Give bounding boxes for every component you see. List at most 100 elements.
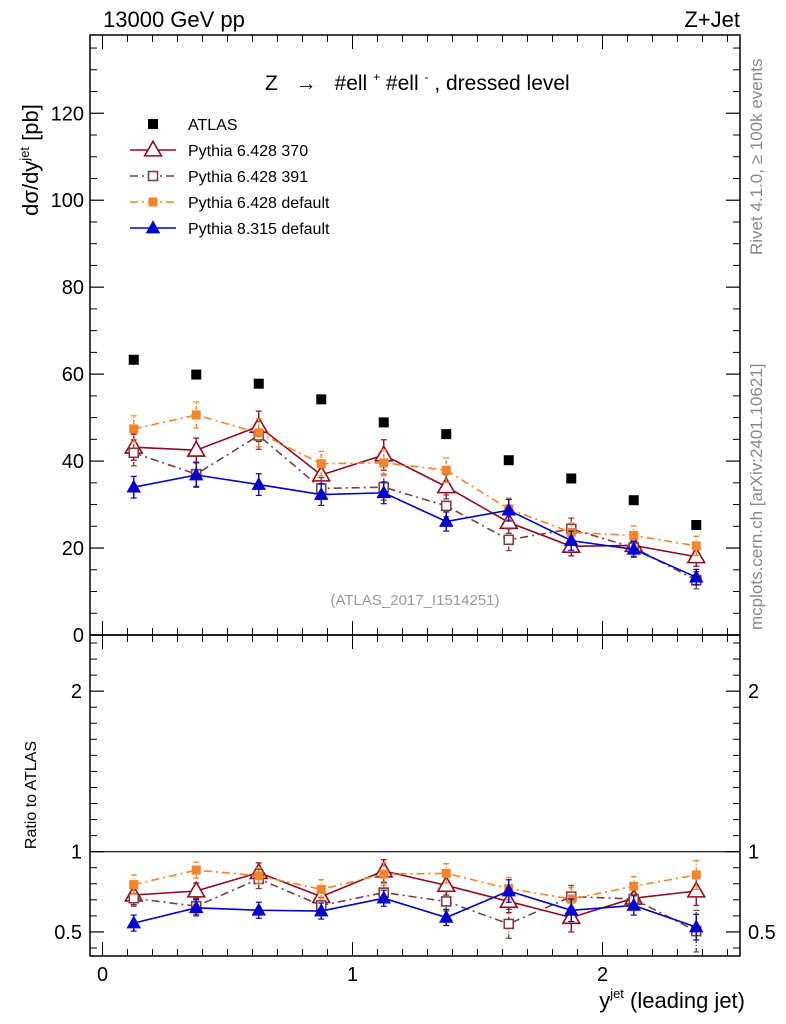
ratio-ytick-label: 0.5 — [54, 922, 82, 944]
main-point-pythia-8-315-default — [126, 479, 142, 493]
main-point-pythia-8-315-default — [626, 541, 642, 555]
ratio-point-pythia-6-428-391 — [128, 892, 140, 904]
main-point-pythia-6-428-391 — [440, 500, 452, 512]
mcplots-label: mcplots.cern.ch [arXiv:2401.10621] — [747, 364, 766, 630]
title-arrow: → — [296, 72, 317, 95]
ratio-xtick-label: 2 — [597, 964, 608, 986]
legend-label-pythia-8-315-default: Pythia 8.315 default — [188, 221, 330, 238]
main-point-pythia-6-428-391 — [128, 447, 140, 459]
main-series-layer — [123, 354, 707, 590]
ratio-point-pythia-8-315-default — [438, 909, 454, 923]
main-point-pythia-8-315-default — [313, 486, 329, 500]
main-point-pythia-8-315-default — [563, 532, 579, 546]
ratio-point-pythia-6-428-370 — [186, 880, 207, 898]
main-point-pythia-8-315-default — [251, 476, 267, 490]
ratio-plot-frame — [89, 634, 741, 957]
ratio-point-pythia-8-315-default — [251, 902, 267, 916]
legend-marker-atlas — [148, 119, 158, 129]
ratio-point-pythia-6-428-default — [191, 865, 201, 875]
main-point-atlas — [128, 354, 139, 365]
main-point-atlas — [316, 394, 327, 405]
main-ytick-label: 60 — [62, 364, 84, 386]
title-mid: #ell — [386, 72, 419, 95]
ratio-point-pythia-6-428-default — [629, 881, 639, 891]
main-point-atlas — [378, 417, 389, 428]
main-axis-ticks: 0 20 40 60 80 100 120 — [51, 35, 740, 647]
ratio-point-pythia-6-428-default — [254, 871, 264, 881]
legend-label-pythia-6-428-default: Pythia 6.428 default — [188, 195, 330, 212]
ratio-point-pythia-6-428-default — [316, 884, 326, 894]
ratio-line-pythia-8-315-default — [133, 890, 697, 928]
ratio-point-pythia-6-428-default — [129, 880, 139, 890]
main-point-atlas — [253, 378, 264, 389]
ratio-point-pythia-8-315-default — [688, 919, 704, 933]
ratio-ytick-label: 2 — [71, 681, 82, 703]
xlabel-sup: jet — [609, 986, 624, 1001]
title-rest: #ell — [335, 72, 368, 95]
ratio-line-pythia-6-428-391 — [133, 878, 697, 932]
main-point-pythia-6-428-default — [254, 428, 264, 438]
ratio-point-pythia-8-315-default — [563, 902, 579, 916]
main-point-pythia-6-428-default — [441, 465, 451, 475]
ratio-ytick-label-right: 2 — [748, 681, 759, 703]
main-point-pythia-6-428-default — [629, 530, 639, 540]
main-point-pythia-8-315-default — [376, 485, 392, 499]
rivet-version-label: Rivet 4.1.0, ≥ 100k events — [747, 59, 766, 255]
ratio-point-pythia-8-315-default — [188, 900, 204, 914]
main-point-pythia-8-315-default — [188, 467, 204, 481]
ratio-point-pythia-6-428-default — [379, 869, 389, 879]
legend-label-pythia-6-428-370: Pythia 6.428 370 — [188, 143, 308, 160]
ratio-point-pythia-8-315-default — [501, 883, 517, 897]
main-point-pythia-8-315-default — [501, 502, 517, 516]
xlabel-rest: (leading jet) — [624, 988, 745, 1013]
main-point-pythia-6-428-370 — [436, 476, 457, 494]
title-suffix: , dressed level — [434, 72, 569, 95]
main-point-pythia-6-428-default — [191, 410, 201, 420]
legend-label-atlas: ATLAS — [188, 117, 238, 134]
main-line-pythia-8-315-default — [133, 474, 697, 578]
legend-marker-pythia-6-428-default — [148, 197, 158, 207]
main-ytick-label: 80 — [62, 277, 84, 299]
main-ylabel: dσ/dyjet [pb] — [17, 104, 43, 216]
main-ytick-label: 120 — [51, 103, 84, 125]
main-point-pythia-6-428-default — [316, 459, 326, 469]
legend-marker-pythia-6-428-391 — [147, 170, 159, 182]
ratio-line-pythia-6-428-default — [133, 869, 697, 900]
ratio-point-pythia-8-315-default — [626, 897, 642, 911]
main-line-pythia-6-428-370 — [133, 425, 697, 558]
ylabel-unit: [pb] — [18, 104, 43, 147]
legend: ATLAS Pythia 6.428 370 Pythia 6.428 391 Pyt… — [130, 117, 330, 238]
main-ytick-label: 100 — [51, 190, 84, 212]
main-ytick-label: 40 — [62, 451, 84, 473]
main-point-pythia-6-428-default — [691, 541, 701, 551]
ratio-axis-ticks: 0.5 0.5 1 1 2 2 0 1 2 — [54, 635, 776, 986]
ratio-point-pythia-6-428-default — [691, 870, 701, 880]
chart-title: Z → #ell + #ell - , dressed level — [265, 63, 570, 95]
main-point-atlas — [503, 455, 514, 466]
ratio-point-pythia-8-315-default — [376, 890, 392, 904]
main-ytick-label: 0 — [73, 625, 84, 647]
ratio-point-pythia-6-428-391 — [440, 896, 452, 907]
title-prefix: Z — [265, 72, 278, 95]
ratio-series-layer — [123, 859, 707, 953]
main-point-atlas — [628, 495, 639, 506]
ratio-ytick-label-right: 1 — [748, 842, 759, 864]
ratio-point-pythia-6-428-391 — [503, 918, 515, 930]
ratio-point-pythia-8-315-default — [313, 903, 329, 917]
ylabel-main: dσ/dy — [18, 161, 43, 216]
title-sup2: - — [424, 70, 428, 84]
main-point-pythia-6-428-391 — [503, 534, 515, 546]
ratio-ylabel: Ratio to ATLAS — [23, 741, 40, 849]
ylabel-sup: jet — [17, 147, 32, 162]
main-line-pythia-6-428-default — [133, 414, 697, 547]
main-point-atlas — [691, 520, 702, 530]
main-point-atlas — [441, 429, 452, 440]
ratio-ytick-label: 1 — [71, 842, 82, 864]
main-point-pythia-8-315-default — [688, 569, 704, 583]
main-point-atlas — [191, 369, 202, 380]
ratio-ytick-label-right: 0.5 — [748, 922, 776, 944]
main-point-pythia-6-428-default — [379, 458, 389, 468]
main-ytick-label: 20 — [62, 538, 84, 560]
main-point-atlas — [566, 473, 577, 484]
